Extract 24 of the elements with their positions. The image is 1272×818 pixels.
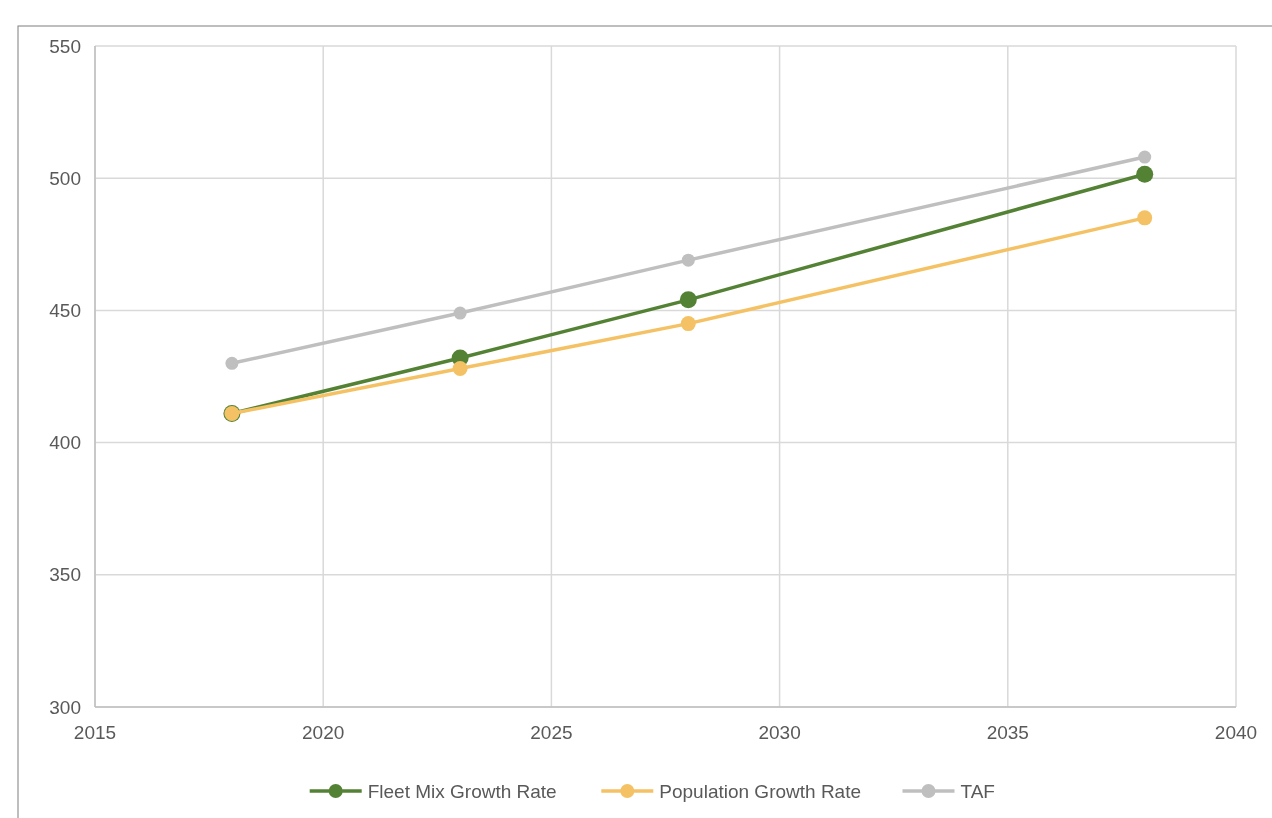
legend-label: Population Growth Rate <box>659 780 862 802</box>
point <box>1138 150 1152 164</box>
y-tick-label: 350 <box>49 564 81 586</box>
y-tick-label: 400 <box>49 432 81 454</box>
point <box>679 291 697 309</box>
point <box>1136 165 1154 183</box>
point <box>680 316 696 332</box>
x-tick-label: 2030 <box>758 722 801 743</box>
x-tick-label: 2040 <box>1214 722 1258 743</box>
point <box>681 253 695 267</box>
y-tick-label: 300 <box>49 696 81 718</box>
x-tick-label: 2025 <box>530 722 573 743</box>
x-tick-label: 2020 <box>302 722 345 743</box>
x-tick-label: 2015 <box>73 722 117 743</box>
legend-label: TAF <box>960 780 995 802</box>
y-tick-label: 550 <box>49 35 81 57</box>
legend-label: Fleet Mix Growth Rate <box>367 780 557 802</box>
point <box>452 361 468 377</box>
x-tick-label: 2035 <box>986 722 1029 743</box>
y-tick-label: 450 <box>49 299 81 321</box>
point <box>1137 210 1153 226</box>
y-tick-label: 500 <box>49 167 81 189</box>
point <box>453 306 467 320</box>
point <box>225 356 239 370</box>
